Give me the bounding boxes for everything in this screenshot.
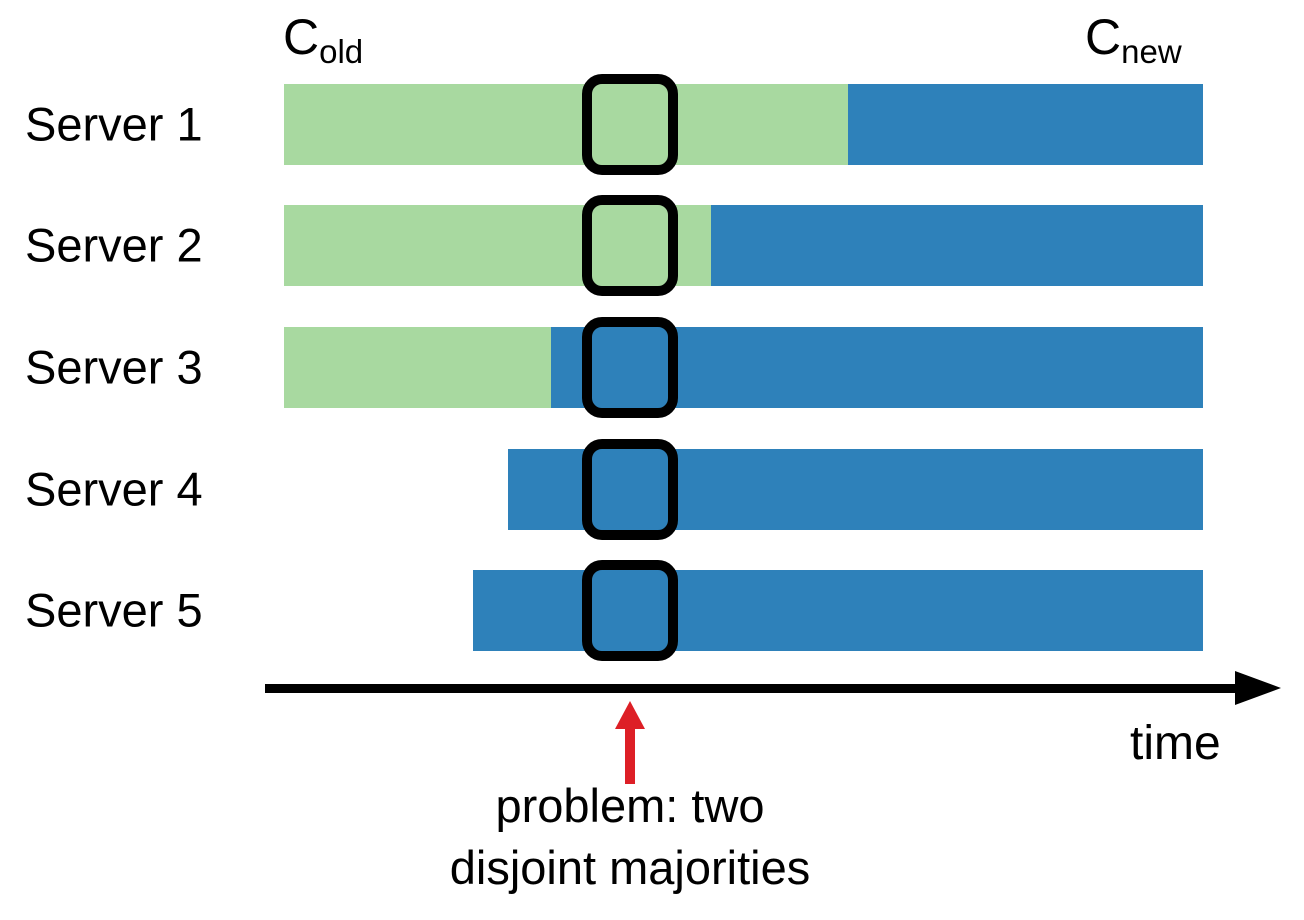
server-3-label: Server 3 — [25, 340, 203, 394]
server-5-config-bar — [473, 570, 1203, 651]
server-5-label: Server 5 — [25, 583, 203, 637]
c-new-segment — [848, 84, 1203, 165]
server-1-label: Server 1 — [25, 97, 203, 151]
problem-pointer-arrowhead-icon — [615, 701, 645, 729]
time-axis-arrowhead-icon — [1235, 671, 1281, 705]
time-axis-label: time — [1130, 717, 1221, 770]
majority-window-highlight — [582, 317, 678, 418]
server-2-config-bar — [284, 205, 1203, 286]
time-axis-line — [265, 684, 1237, 693]
c-new-segment — [508, 449, 1203, 530]
problem-annotation: problem: two disjoint majorities — [450, 775, 810, 899]
server-4-config-bar — [508, 449, 1203, 530]
c-old-label: Cold — [283, 9, 364, 71]
problem-annotation-line2: disjoint majorities — [449, 841, 811, 894]
problem-annotation-line1: problem: two — [495, 779, 765, 832]
problem-pointer-arrow-shaft — [625, 728, 635, 784]
c-new-label: Cnew — [1085, 9, 1182, 71]
majority-window-highlight — [582, 560, 678, 661]
c-old-segment — [284, 84, 848, 165]
server-3-config-bar — [284, 327, 1203, 408]
majority-window-highlight — [582, 74, 678, 175]
majority-window-highlight — [582, 195, 678, 296]
c-new-segment — [473, 570, 1203, 651]
c-old-segment — [284, 327, 551, 408]
c-new-segment — [551, 327, 1203, 408]
c-old-segment — [284, 205, 711, 286]
server-2-label: Server 2 — [25, 218, 203, 272]
server-4-label: Server 4 — [25, 462, 203, 516]
majority-window-highlight — [582, 439, 678, 540]
c-new-segment — [711, 205, 1203, 286]
server-1-config-bar — [284, 84, 1203, 165]
